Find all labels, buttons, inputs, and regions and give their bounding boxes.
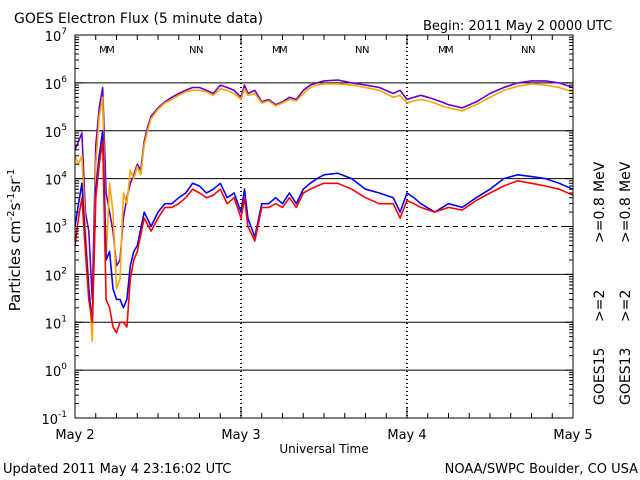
y-axis-label: Particles cm-2s-1sr-1 bbox=[6, 169, 24, 312]
source-credit: NOAA/SWPC Boulder, CO USA bbox=[445, 462, 638, 477]
legend-entry: GOES15 bbox=[592, 348, 608, 405]
legend-entry: MeV bbox=[618, 161, 634, 192]
y-tick-base: 10 bbox=[45, 317, 62, 332]
x-tick-label: May 5 bbox=[553, 428, 592, 443]
y-tick-exponent: 2 bbox=[61, 266, 67, 276]
y-label-exp-2: -1 bbox=[6, 193, 17, 203]
updated-timestamp: Updated 2011 May 4 23:16:02 UTC bbox=[3, 462, 231, 477]
legend-entry: >=0.8 bbox=[618, 197, 634, 243]
series-line bbox=[74, 83, 574, 343]
y-tick-base: 10 bbox=[41, 413, 58, 428]
y-label-exp-1: -2 bbox=[6, 210, 17, 220]
mn-marker: M bbox=[272, 45, 281, 56]
grid-lines bbox=[75, 82, 573, 371]
y-tick-label: 106 bbox=[45, 75, 68, 93]
chart-title: GOES Electron Flux (5 minute data) bbox=[14, 11, 263, 27]
y-label-text-2: s bbox=[6, 202, 24, 210]
y-tick-base: 10 bbox=[45, 222, 62, 237]
y-tick-label: 10-1 bbox=[41, 410, 67, 428]
y-tick-label: 104 bbox=[45, 171, 68, 189]
y-tick-label: 102 bbox=[45, 266, 67, 284]
y-tick-label: 107 bbox=[45, 27, 67, 45]
legend: GOES15 >=2 >=0.8 MeV GOES13 >=2 >=0.8 MeV bbox=[592, 161, 634, 405]
y-tick-exponent: 5 bbox=[61, 123, 67, 133]
mn-marker: M bbox=[438, 45, 447, 56]
y-tick-base: 10 bbox=[45, 365, 62, 380]
legend-entry: >=2 bbox=[592, 290, 608, 322]
y-label-text-3: sr bbox=[6, 178, 24, 193]
x-axis-ticks: May 2 May 3 May 4 May 5 bbox=[55, 35, 593, 443]
mn-marker: M bbox=[279, 45, 288, 56]
legend-entry: GOES13 bbox=[618, 348, 634, 405]
mn-marker: N bbox=[521, 45, 528, 56]
y-tick-base: 10 bbox=[45, 78, 62, 93]
legend-entry: MeV bbox=[592, 161, 608, 192]
legend-entry: >=0.8 bbox=[592, 197, 608, 243]
y-label-exp-3: -1 bbox=[6, 169, 17, 179]
legend-entry: >=2 bbox=[618, 290, 634, 322]
mn-marker: N bbox=[189, 45, 196, 56]
begin-label: Begin: 2011 May 2 0000 UTC bbox=[423, 19, 612, 34]
mn-marker: N bbox=[362, 45, 369, 56]
mn-marker: M bbox=[106, 45, 115, 56]
y-tick-exponent: 4 bbox=[61, 171, 67, 181]
mn-markers: MM N N MM N N MM N N bbox=[99, 45, 535, 56]
y-tick-exponent: -1 bbox=[58, 410, 67, 420]
series-line bbox=[74, 130, 574, 324]
y-tick-base: 10 bbox=[45, 269, 62, 284]
svg-text:Particles cm-2s-1sr-1: Particles cm-2s-1sr-1 bbox=[6, 169, 24, 312]
x-tick-label: May 4 bbox=[387, 428, 426, 443]
x-axis-label: Universal Time bbox=[279, 442, 368, 456]
y-tick-label: 100 bbox=[45, 362, 68, 380]
y-tick-exponent: 7 bbox=[61, 27, 67, 37]
y-tick-base: 10 bbox=[45, 30, 62, 45]
mn-marker: N bbox=[196, 45, 203, 56]
mn-marker: N bbox=[355, 45, 362, 56]
y-tick-label: 101 bbox=[45, 314, 67, 332]
data-series bbox=[74, 79, 574, 343]
mn-marker: M bbox=[445, 45, 454, 56]
y-tick-exponent: 6 bbox=[61, 75, 67, 85]
y-tick-exponent: 3 bbox=[61, 219, 67, 229]
series-line bbox=[74, 79, 574, 301]
y-tick-base: 10 bbox=[45, 126, 62, 141]
y-tick-exponent: 0 bbox=[61, 362, 67, 372]
x-tick-label: May 2 bbox=[55, 428, 94, 443]
y-tick-base: 10 bbox=[45, 174, 62, 189]
mn-marker: M bbox=[99, 45, 108, 56]
y-label-text-1: Particles cm bbox=[6, 220, 24, 311]
y-tick-label: 103 bbox=[45, 219, 67, 237]
y-tick-label: 105 bbox=[45, 123, 67, 141]
series-line bbox=[74, 140, 574, 334]
mn-marker: N bbox=[528, 45, 535, 56]
y-tick-exponent: 1 bbox=[61, 314, 67, 324]
x-tick-label: May 3 bbox=[221, 428, 260, 443]
